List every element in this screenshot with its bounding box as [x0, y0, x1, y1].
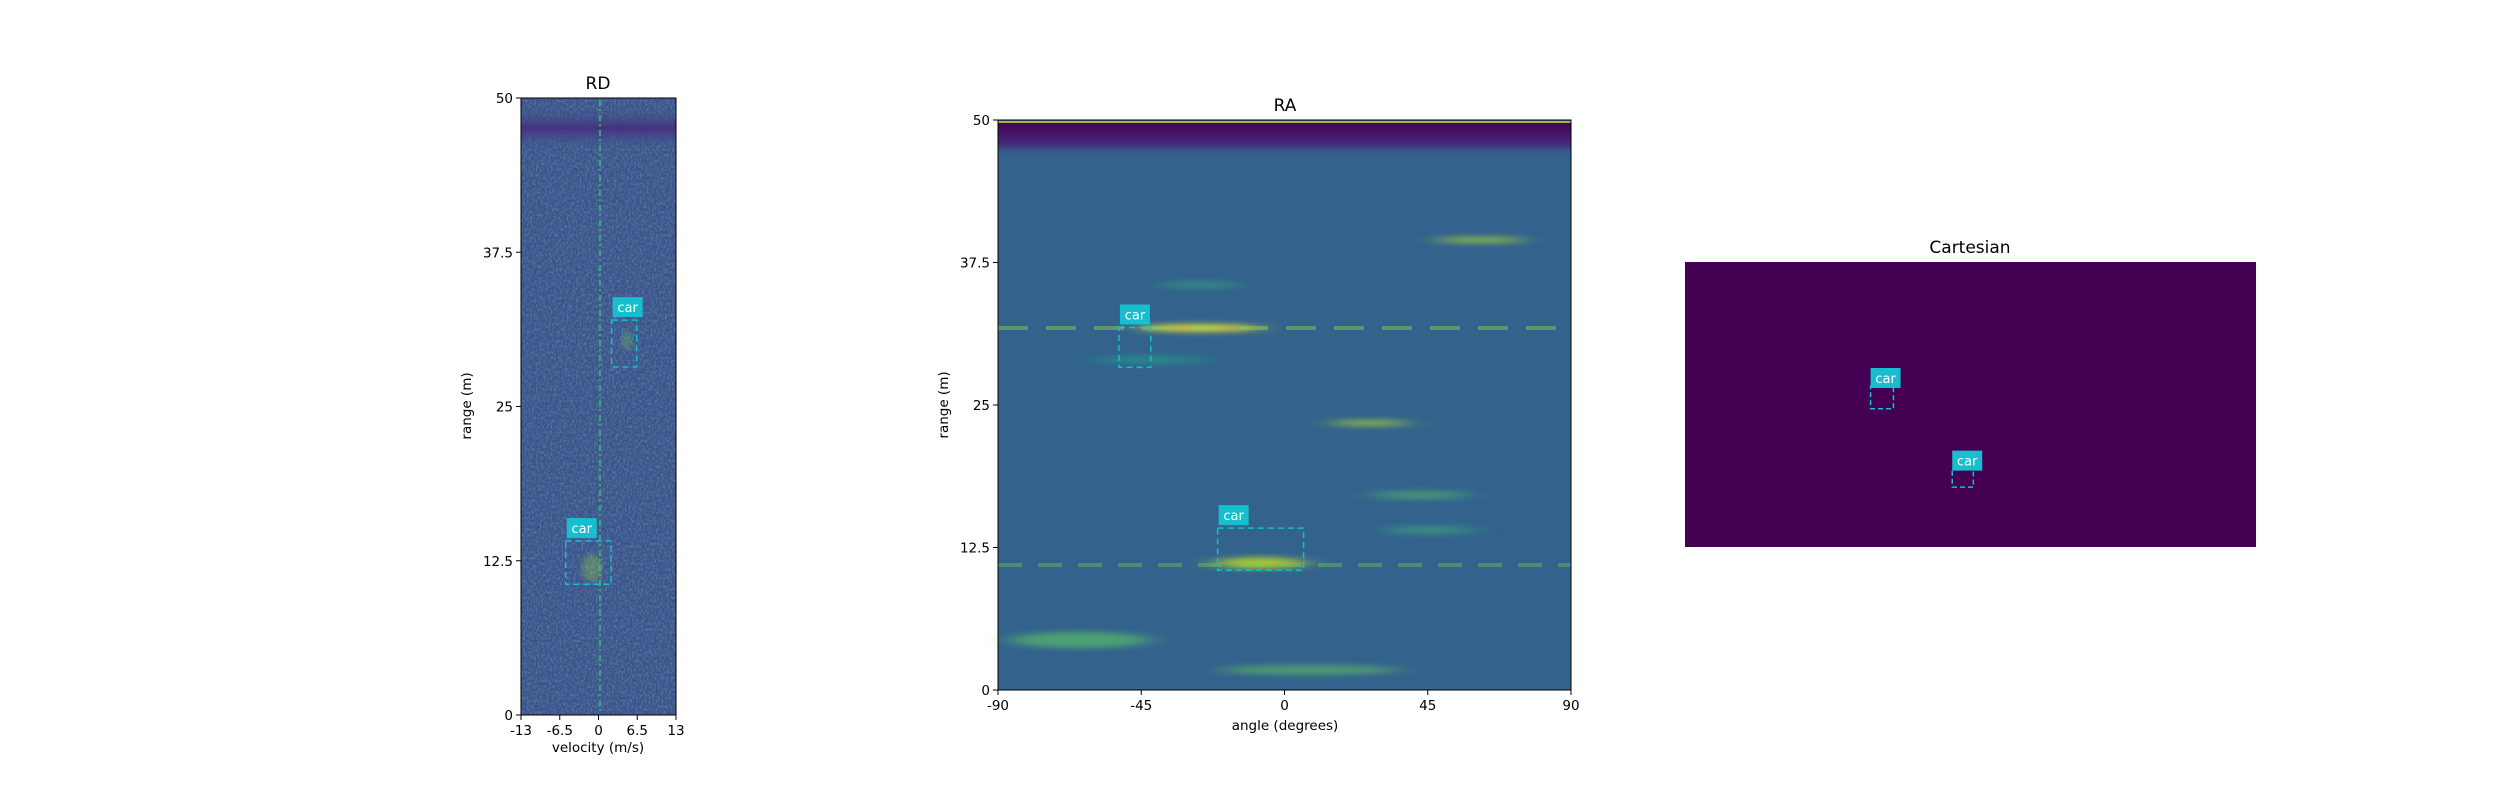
ra-xtick-label: -45 — [1130, 698, 1152, 714]
ra-detection-tag — [1119, 304, 1150, 325]
rd-detection-box — [564, 540, 612, 585]
rd-detection-label: car — [617, 301, 638, 316]
cartesian-detection-tag — [1952, 450, 1983, 471]
cartesian-heatmap — [1685, 262, 2256, 547]
ra-xtick-label: 90 — [1562, 698, 1579, 714]
cartesian-title: Cartesian — [1929, 238, 2010, 258]
cartesian-chart: Cartesian car car — [1685, 238, 2256, 547]
cartesian-detection-label: car — [1875, 372, 1896, 387]
cartesian-detection-tag — [1870, 367, 1901, 388]
rd-detection-tag — [612, 297, 643, 318]
rd-ytick-label: 12.5 — [483, 554, 513, 570]
rd-chart: RD -13 -6.5 0 6.5 13 0 12.5 25 37.5 50 velocity (… — [459, 74, 685, 756]
rd-xtick-label: 6.5 — [627, 723, 648, 739]
ra-ytick-label: 0 — [981, 683, 990, 699]
rd-ytick-label: 37.5 — [483, 245, 513, 261]
ra-ytick-label: 12.5 — [960, 541, 990, 557]
rd-xtick-label: 0 — [594, 723, 603, 739]
rd-detection-box — [610, 319, 638, 368]
rd-xtick-label: -6.5 — [547, 723, 573, 739]
ra-xlabel: angle (degrees) — [1232, 718, 1339, 734]
ra-xtick-label: -90 — [987, 698, 1009, 714]
rd-ytick-label: 50 — [496, 91, 513, 107]
ra-detection-tag — [1218, 505, 1249, 526]
ra-title: RA — [1274, 96, 1297, 116]
ra-detection-label: car — [1223, 509, 1244, 524]
ra-ytick-label: 25 — [973, 398, 990, 414]
rd-ytick-label: 0 — [504, 708, 513, 724]
rd-detection-label: car — [571, 522, 592, 537]
ra-detection-box — [1216, 527, 1305, 572]
rd-xlabel: velocity (m/s) — [552, 740, 644, 756]
rd-ylabel: range (m) — [459, 372, 475, 439]
rd-ytick-label: 25 — [496, 400, 513, 416]
rd-xtick-label: -13 — [510, 723, 532, 739]
cartesian-detection-label: car — [1957, 455, 1978, 470]
ra-detection-box — [1118, 326, 1152, 369]
ra-xtick-label: 0 — [1280, 698, 1289, 714]
ra-ylabel: range (m) — [936, 371, 952, 438]
rd-heatmap — [521, 98, 676, 715]
ra-xtick-label: 45 — [1419, 698, 1436, 714]
ra-detection-label: car — [1125, 308, 1146, 323]
ra-ytick-label: 37.5 — [960, 256, 990, 272]
rd-detection-tag — [566, 518, 597, 539]
ra-ytick-label: 50 — [973, 113, 990, 129]
rd-title: RD — [586, 74, 611, 94]
rd-xtick-label: 13 — [667, 723, 684, 739]
ra-heatmap — [998, 120, 1571, 690]
